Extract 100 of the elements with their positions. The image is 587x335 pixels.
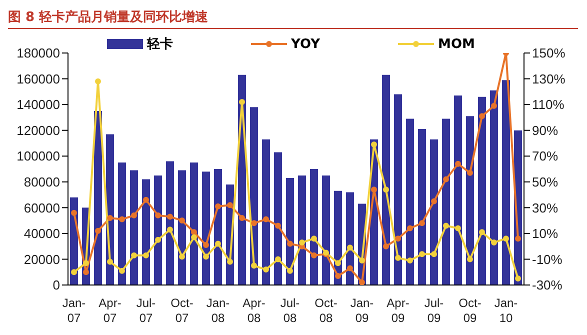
point bbox=[467, 170, 473, 176]
point bbox=[347, 265, 353, 272]
point bbox=[131, 252, 137, 258]
bar bbox=[382, 74, 390, 285]
y2-tick-label: 50% bbox=[532, 174, 558, 190]
point bbox=[143, 196, 149, 203]
point bbox=[155, 212, 161, 218]
bar bbox=[190, 162, 198, 285]
bar bbox=[130, 170, 138, 285]
bar bbox=[322, 175, 330, 285]
point bbox=[227, 258, 233, 265]
x-tick-label: Oct-07 bbox=[170, 296, 194, 325]
point bbox=[515, 236, 521, 242]
point bbox=[131, 212, 137, 218]
y-tick-label: 180000 bbox=[16, 46, 60, 61]
chart-title: 图 8 轻卡产品月销量及同环比增速 bbox=[8, 8, 578, 29]
point bbox=[479, 229, 485, 236]
bar bbox=[442, 118, 450, 285]
point bbox=[287, 240, 293, 247]
point bbox=[455, 225, 461, 232]
point bbox=[179, 254, 185, 260]
point bbox=[263, 216, 269, 222]
point bbox=[455, 160, 461, 167]
point bbox=[143, 252, 149, 258]
point bbox=[335, 272, 341, 279]
point bbox=[491, 239, 497, 246]
point bbox=[203, 242, 209, 248]
point bbox=[251, 220, 257, 226]
x-tick-label: Jan-07 bbox=[62, 296, 86, 325]
point bbox=[71, 210, 77, 216]
y2-tick-label: 30% bbox=[532, 200, 558, 216]
x-tick-label: Jul-08 bbox=[280, 296, 300, 325]
y-tick-label: 60000 bbox=[24, 200, 60, 216]
point bbox=[443, 222, 449, 229]
x-tick-label: Apr-08 bbox=[242, 296, 266, 325]
bar bbox=[394, 94, 402, 285]
x-tick-label: Jul-09 bbox=[424, 296, 444, 325]
y-tick-label: 120000 bbox=[16, 122, 60, 138]
y2-tick-label: -30% bbox=[532, 278, 563, 293]
y2-tick-label: 150% bbox=[532, 46, 566, 61]
point bbox=[407, 258, 413, 264]
point bbox=[503, 236, 509, 242]
point bbox=[371, 186, 377, 193]
bar bbox=[466, 116, 474, 285]
y-tick-label: 0 bbox=[52, 278, 60, 293]
point bbox=[191, 229, 197, 236]
bar bbox=[298, 175, 306, 285]
legend-label: YOY bbox=[291, 36, 320, 52]
bar bbox=[406, 118, 414, 285]
bar bbox=[418, 129, 426, 285]
point bbox=[107, 258, 113, 265]
point bbox=[167, 226, 173, 233]
point bbox=[383, 186, 389, 193]
y-tick-label: 40000 bbox=[24, 226, 60, 242]
point bbox=[347, 244, 353, 251]
x-tick-label: Apr-07 bbox=[98, 296, 122, 325]
point bbox=[311, 252, 317, 258]
point bbox=[407, 225, 413, 232]
point bbox=[491, 102, 497, 109]
point bbox=[83, 269, 89, 276]
point bbox=[263, 266, 269, 273]
point bbox=[395, 254, 401, 261]
point bbox=[443, 176, 449, 182]
point bbox=[419, 220, 425, 226]
y-tick-label: 20000 bbox=[24, 252, 60, 267]
point bbox=[251, 262, 257, 269]
point bbox=[119, 268, 125, 274]
point bbox=[167, 214, 173, 220]
x-tick-label: Jul-07 bbox=[136, 296, 156, 325]
point bbox=[203, 254, 209, 260]
legend-label: MOM bbox=[438, 36, 475, 52]
legend-label: 轻卡 bbox=[147, 36, 174, 53]
point bbox=[479, 113, 485, 120]
bar bbox=[430, 139, 438, 285]
point bbox=[359, 279, 365, 285]
point bbox=[95, 228, 101, 234]
bar bbox=[490, 90, 498, 285]
point bbox=[179, 218, 185, 224]
y2-tick-label: 130% bbox=[532, 71, 566, 86]
bar bbox=[346, 192, 354, 285]
bar bbox=[154, 175, 162, 285]
point bbox=[83, 260, 89, 266]
point bbox=[119, 216, 125, 222]
y-tick-label: 80000 bbox=[24, 174, 60, 190]
point bbox=[215, 203, 221, 210]
point bbox=[71, 269, 77, 276]
point bbox=[107, 214, 113, 221]
y-tick-label: 100000 bbox=[16, 148, 60, 164]
point bbox=[215, 240, 221, 247]
bar bbox=[118, 162, 126, 285]
y2-tick-label: 10% bbox=[532, 226, 558, 242]
bar bbox=[502, 80, 510, 285]
point bbox=[275, 256, 281, 262]
point bbox=[287, 268, 293, 274]
x-tick-label: Jan-08 bbox=[206, 296, 230, 325]
bar bbox=[142, 179, 150, 285]
y2-tick-label: 90% bbox=[532, 122, 558, 138]
x-tick-label: Apr-09 bbox=[386, 296, 410, 325]
x-tick-label: Oct-09 bbox=[458, 296, 482, 325]
bar bbox=[166, 161, 174, 285]
